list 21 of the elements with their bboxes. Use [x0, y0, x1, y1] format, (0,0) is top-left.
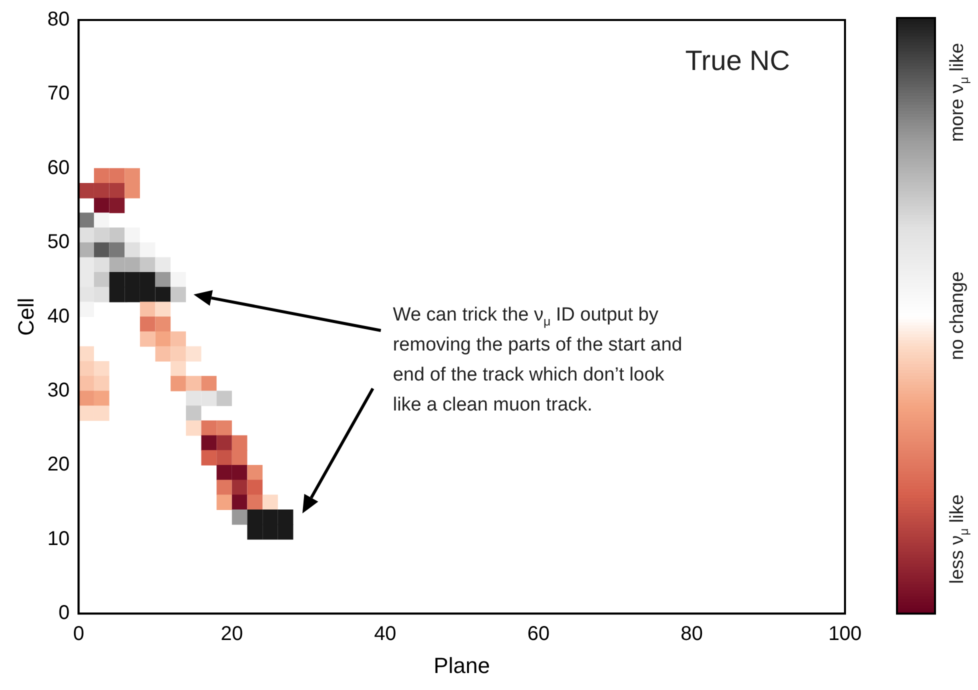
color-bar-label: more νμ like	[947, 42, 971, 142]
y-tick-label: 50	[47, 231, 70, 254]
x-tick-label: 0	[73, 623, 84, 646]
y-tick-label: 70	[47, 82, 70, 105]
x-tick-label: 20	[220, 623, 244, 646]
color-bar-label: no change	[947, 271, 968, 360]
x-tick-label: 60	[527, 623, 550, 646]
y-tick-label: 30	[47, 380, 70, 402]
y-tick-label: 80	[47, 8, 70, 31]
y-tick-label: 10	[47, 528, 70, 550]
y-axis-title: Cell	[13, 298, 38, 336]
y-tick-label: 60	[47, 156, 70, 179]
x-tick-label: 100	[828, 623, 862, 646]
annotation: True NC	[685, 45, 790, 76]
color-bar-label: less νμ like	[947, 494, 971, 584]
x-tick-label: 80	[680, 623, 703, 646]
y-tick-label: 20	[47, 454, 70, 476]
x-tick-label: 40	[374, 623, 396, 646]
x-axis-title: Plane	[434, 652, 490, 678]
y-tick-label: 40	[47, 305, 70, 328]
y-tick-label: 0	[58, 602, 70, 624]
